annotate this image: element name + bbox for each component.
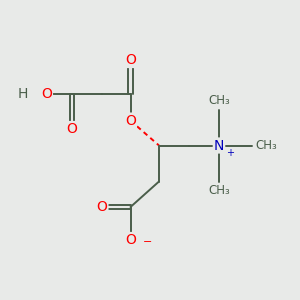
Text: H: H [17,88,28,101]
Text: O: O [67,122,77,136]
Text: O: O [41,88,52,101]
Text: CH₃: CH₃ [208,184,230,197]
Text: O: O [125,53,136,67]
Text: O: O [125,233,136,247]
Text: −: − [142,236,152,247]
Text: O: O [97,200,107,214]
Text: +: + [226,148,234,158]
Text: N: N [214,139,224,152]
Text: CH₃: CH₃ [255,139,277,152]
Text: CH₃: CH₃ [208,94,230,107]
Text: O: O [125,114,136,128]
